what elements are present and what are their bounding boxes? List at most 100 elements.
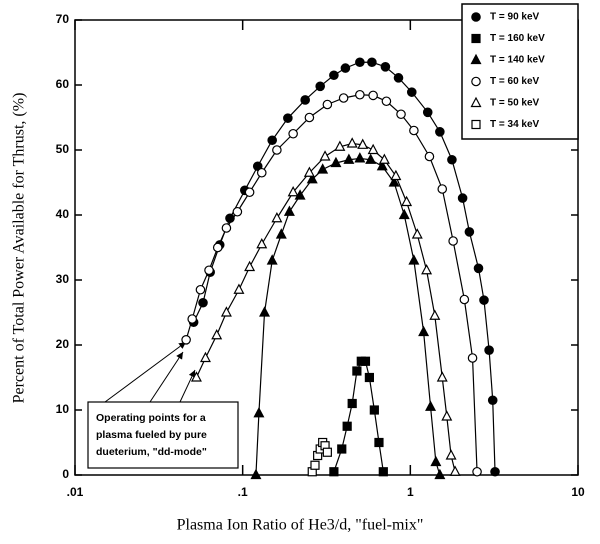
marker: [425, 400, 437, 411]
marker: [449, 465, 461, 476]
marker: [457, 193, 468, 203]
marker: [479, 295, 489, 305]
marker: [435, 127, 445, 137]
legend-label: T = 160 keV: [490, 33, 545, 44]
series: [307, 437, 332, 477]
marker: [253, 406, 265, 418]
marker: [337, 444, 347, 454]
marker: [464, 227, 475, 237]
marker: [422, 107, 433, 118]
legend-label: T = 90 keV: [490, 12, 540, 23]
y-tick-label: 30: [56, 272, 70, 286]
marker: [294, 189, 306, 200]
marker: [369, 405, 379, 415]
y-tick-label: 20: [56, 337, 70, 351]
marker: [396, 109, 406, 120]
x-tick-label: 10: [571, 485, 585, 499]
marker: [232, 206, 243, 217]
marker: [283, 113, 293, 123]
annotation-arrow: [149, 351, 184, 403]
legend-marker: [471, 12, 481, 22]
marker: [259, 306, 271, 317]
marker: [376, 159, 388, 171]
marker: [364, 372, 375, 383]
marker: [304, 112, 315, 123]
marker: [388, 176, 400, 187]
marker: [367, 57, 377, 68]
marker: [187, 314, 197, 324]
marker: [374, 437, 384, 448]
marker: [306, 172, 318, 184]
marker: [212, 242, 223, 253]
marker: [380, 62, 391, 72]
annotation-text: Operating points for a: [96, 412, 206, 424]
marker: [447, 154, 457, 165]
marker: [429, 309, 441, 320]
marker: [329, 70, 339, 81]
y-axis-label: Percent of Total Power Available for Thr…: [11, 93, 28, 404]
marker: [300, 95, 310, 105]
marker: [360, 356, 371, 366]
marker: [378, 467, 388, 477]
marker: [355, 89, 365, 100]
marker: [441, 410, 453, 421]
marker: [288, 128, 298, 139]
annotation: Operating points for a plasma fueled by …: [87, 341, 239, 469]
marker: [319, 150, 331, 161]
marker: [365, 153, 377, 164]
series: [190, 137, 461, 476]
marker: [256, 167, 267, 178]
marker: [354, 152, 366, 163]
marker: [315, 81, 325, 92]
y-tick-label: 50: [56, 142, 70, 156]
marker: [340, 63, 351, 73]
marker: [437, 184, 448, 194]
annotation-arrow: [179, 369, 196, 403]
marker: [256, 237, 268, 249]
marker: [250, 468, 262, 480]
legend-marker: [471, 119, 481, 130]
legend: T = 90 keV T = 160 keV T = 140 keV T = 60 k…: [461, 3, 579, 140]
marker: [352, 366, 362, 376]
annotation-text: plasma fueled by pure: [96, 429, 207, 441]
series: [181, 89, 482, 477]
marker: [190, 371, 202, 382]
marker: [393, 73, 404, 83]
marker: [487, 395, 498, 406]
marker: [322, 447, 332, 457]
marker: [406, 87, 417, 97]
marker: [368, 90, 378, 101]
marker: [467, 353, 478, 363]
marker: [490, 466, 500, 477]
series-line: [333, 360, 384, 472]
x-tick-label: .01: [67, 485, 84, 499]
series: [250, 152, 446, 480]
marker: [390, 169, 402, 181]
y-tick-label: 70: [56, 12, 70, 26]
marker: [421, 263, 433, 275]
marker: [448, 236, 458, 246]
marker: [221, 223, 232, 233]
y-tick-label: 60: [56, 77, 70, 91]
marker: [283, 205, 295, 216]
legend-label: T = 34 keV: [490, 119, 540, 130]
marker: [272, 145, 282, 155]
marker: [233, 283, 245, 294]
x-tick-label: 1: [407, 485, 414, 499]
marker: [329, 467, 339, 477]
marker: [418, 325, 430, 337]
marker: [181, 334, 191, 345]
marker: [408, 254, 420, 265]
marker: [459, 294, 470, 305]
marker: [434, 468, 446, 480]
marker: [411, 228, 423, 239]
x-tick-label: .1: [238, 485, 248, 499]
series: [329, 356, 388, 477]
marker: [330, 156, 342, 168]
legend-marker: [471, 33, 481, 44]
marker: [342, 421, 352, 431]
marker: [473, 263, 484, 274]
marker: [343, 153, 355, 164]
marker: [204, 265, 214, 276]
